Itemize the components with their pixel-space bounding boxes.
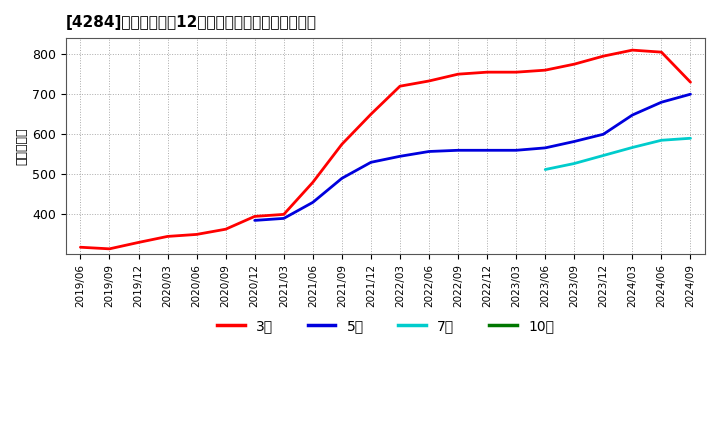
3年 [599, 54, 608, 59]
3年 [163, 234, 172, 239]
5年 [425, 149, 433, 154]
3年 [396, 84, 405, 89]
7年 [570, 161, 579, 166]
Text: [4284]　当期純利益12か月移動合計の平均値の推移: [4284] 当期純利益12か月移動合計の平均値の推移 [66, 15, 317, 30]
3年 [221, 227, 230, 232]
5年 [512, 148, 521, 153]
5年 [279, 216, 288, 221]
Y-axis label: （百万円）: （百万円） [15, 128, 28, 165]
5年 [686, 92, 695, 97]
5年 [599, 132, 608, 137]
3年 [251, 214, 259, 219]
Line: 5年: 5年 [255, 94, 690, 220]
3年 [308, 180, 317, 185]
3年 [105, 246, 114, 252]
5年 [251, 218, 259, 223]
3年 [657, 49, 666, 55]
5年 [657, 99, 666, 105]
3年 [686, 80, 695, 85]
5年 [308, 200, 317, 205]
3年 [279, 212, 288, 217]
3年 [76, 245, 85, 250]
3年 [134, 240, 143, 245]
7年 [541, 167, 549, 172]
5年 [366, 160, 375, 165]
Line: 7年: 7年 [545, 138, 690, 169]
3年 [541, 67, 549, 73]
5年 [454, 148, 462, 153]
3年 [425, 78, 433, 84]
7年 [686, 136, 695, 141]
5年 [570, 139, 579, 144]
5年 [396, 154, 405, 159]
5年 [338, 176, 346, 181]
3年 [483, 70, 492, 75]
3年 [366, 112, 375, 117]
3年 [338, 142, 346, 147]
7年 [599, 153, 608, 158]
Legend: 3年, 5年, 7年, 10年: 3年, 5年, 7年, 10年 [212, 313, 559, 338]
5年 [541, 145, 549, 150]
3年 [570, 62, 579, 67]
7年 [628, 145, 636, 150]
3年 [628, 48, 636, 53]
5年 [483, 148, 492, 153]
Line: 3年: 3年 [81, 50, 690, 249]
3年 [454, 72, 462, 77]
5年 [628, 112, 636, 117]
3年 [512, 70, 521, 75]
3年 [192, 232, 201, 237]
7年 [657, 138, 666, 143]
